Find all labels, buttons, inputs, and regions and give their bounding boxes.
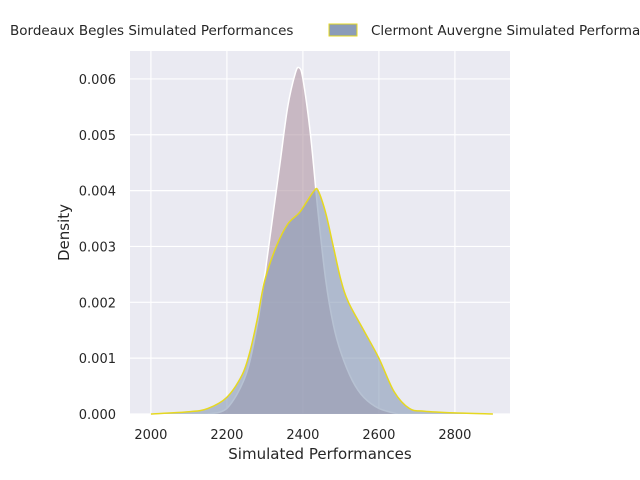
legend-label-clermont: Clermont Auvergne Simulated Performances <box>371 23 640 39</box>
y-tick-label: 0.004 <box>79 185 116 200</box>
density-areas <box>150 66 493 415</box>
x-tick-label: 2000 <box>134 428 167 443</box>
y-axis-label: Density <box>55 204 73 261</box>
legend: Bordeaux Begles Simulated Performances C… <box>10 23 640 39</box>
y-tick-label: 0.000 <box>79 408 116 423</box>
y-tick-label: 0.005 <box>79 129 116 144</box>
density-clermont-auvergne-outline <box>150 187 493 415</box>
x-tick-label: 2400 <box>286 428 319 443</box>
y-tick-label: 0.001 <box>79 352 116 367</box>
x-tick-label: 2600 <box>362 428 395 443</box>
x-tick-label: 2200 <box>210 428 243 443</box>
density-clermont-auvergne-area <box>150 188 493 414</box>
x-tick-label: 2800 <box>438 428 471 443</box>
x-tick-labels: 2000 2200 2400 2600 2800 <box>134 428 471 443</box>
legend-swatch-clermont <box>328 23 358 37</box>
legend-label-bordeaux: Bordeaux Begles Simulated Performances <box>10 23 293 39</box>
y-tick-label: 0.002 <box>79 296 116 311</box>
y-tick-label: 0.003 <box>79 240 116 255</box>
y-tick-labels: 0.000 0.001 0.002 0.003 0.004 0.005 0.006 <box>79 73 116 423</box>
x-axis-label: Simulated Performances <box>228 445 412 463</box>
y-tick-label: 0.006 <box>79 73 116 88</box>
